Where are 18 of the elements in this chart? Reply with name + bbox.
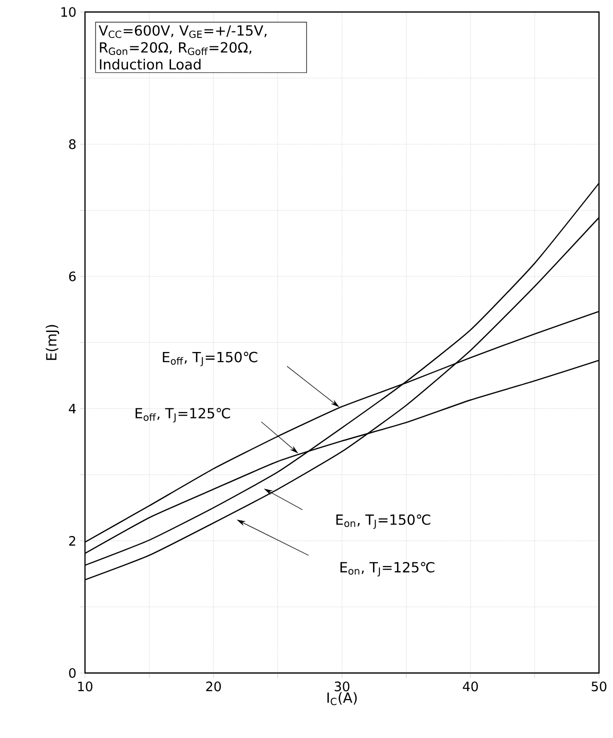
- annotation: E$_{on}$, T$_{J}$=150℃: [336, 514, 430, 529]
- y-tick-label: 0: [69, 668, 76, 678]
- text: V$_{CC}$=600V, V$_{GE}$=+/-15V, R$_{Gon}$=20Ω, R$_{Goff}$=20Ω, Induction Load: [98, 25, 266, 70]
- annotation: E$_{on}$, T$_{J}$=125℃: [340, 562, 434, 576]
- annotation: E$_{off}$, T$_{J}$=125℃: [136, 408, 230, 422]
- annotation: E$_{off}$, T$_{J}$=150℃: [162, 352, 258, 366]
- y-tick-label: 10: [61, 7, 76, 17]
- y-tick-label: 6: [69, 271, 76, 282]
- y-tick-label: 8: [69, 139, 76, 150]
- x-tick-label: 10: [78, 682, 92, 692]
- x-tick-label: 30: [334, 682, 350, 692]
- x-axis-title: I$_{C}$(A): [327, 692, 357, 706]
- y-tick-label: 4: [68, 404, 76, 414]
- x-tick-label: 20: [206, 682, 221, 692]
- y-axis-title: E(mJ): [46, 324, 60, 360]
- x-tick-label: 50: [592, 682, 606, 692]
- x-tick-label: 40: [462, 682, 478, 692]
- y-tick-label: 2: [69, 536, 76, 546]
